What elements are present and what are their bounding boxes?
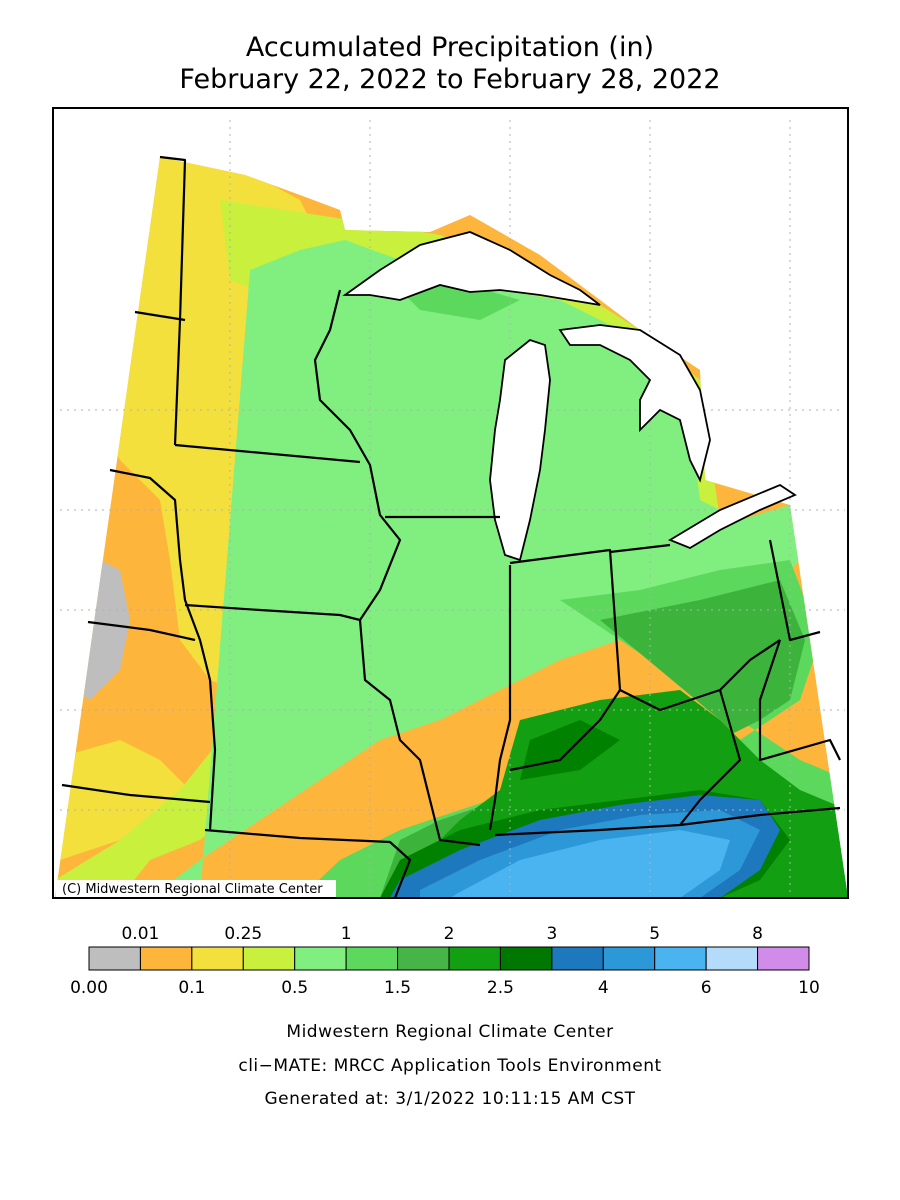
legend-swatch	[602, 946, 656, 971]
legend-label: 4	[598, 978, 609, 998]
legend-label: 3	[546, 924, 557, 944]
legend-swatch	[294, 946, 347, 971]
legend-swatch	[191, 946, 244, 971]
map-frame	[52, 107, 849, 899]
legend-label: 2	[444, 924, 455, 944]
legend-swatch	[397, 946, 450, 971]
legend: 0.00 0.01 0.1 0.25 0.5 1 1.5 2 2.5 3 4 5 6 8 10	[70, 924, 820, 998]
legend-label: 6	[701, 978, 712, 998]
legend-swatch	[345, 946, 399, 971]
legend-label: 0.01	[121, 924, 159, 944]
legend-swatch	[448, 946, 501, 971]
title: Accumulated Precipitation (in)	[246, 32, 654, 63]
legend-label: 2.5	[487, 978, 514, 998]
legend-label: 0.00	[70, 978, 108, 998]
state-borders	[61, 155, 841, 899]
legend-label: 8	[752, 924, 763, 944]
legend-label: 1.5	[384, 978, 411, 998]
legend-swatch	[757, 946, 810, 971]
footer-line: Midwestern Regional Climate Center	[286, 1022, 613, 1042]
legend-label: 1	[341, 924, 352, 944]
legend-swatch	[139, 946, 193, 971]
legend-swatch	[242, 946, 296, 971]
credit: (C) Midwestern Regional Climate Center	[62, 882, 323, 897]
legend-label: 0.1	[178, 978, 205, 998]
legend-swatch	[88, 946, 141, 971]
legend-swatch	[499, 946, 553, 971]
footer-line: cli−MATE: MRCC Application Tools Environ…	[238, 1056, 661, 1076]
legend-label: 5	[649, 924, 660, 944]
subtitle: February 22, 2022 to February 28, 2022	[179, 64, 720, 95]
footer-line: Generated at: 3/1/2022 10:11:15 AM CST	[264, 1089, 635, 1109]
legend-label: 10	[798, 978, 820, 998]
legend-label: 0.25	[224, 924, 262, 944]
graticule	[60, 120, 845, 898]
credit-box	[56, 880, 336, 897]
legend-label: 0.5	[281, 978, 308, 998]
legend-swatch	[705, 946, 759, 971]
legend-swatch	[551, 946, 604, 971]
legend-swatch	[654, 946, 707, 971]
lakes	[342, 231, 797, 562]
